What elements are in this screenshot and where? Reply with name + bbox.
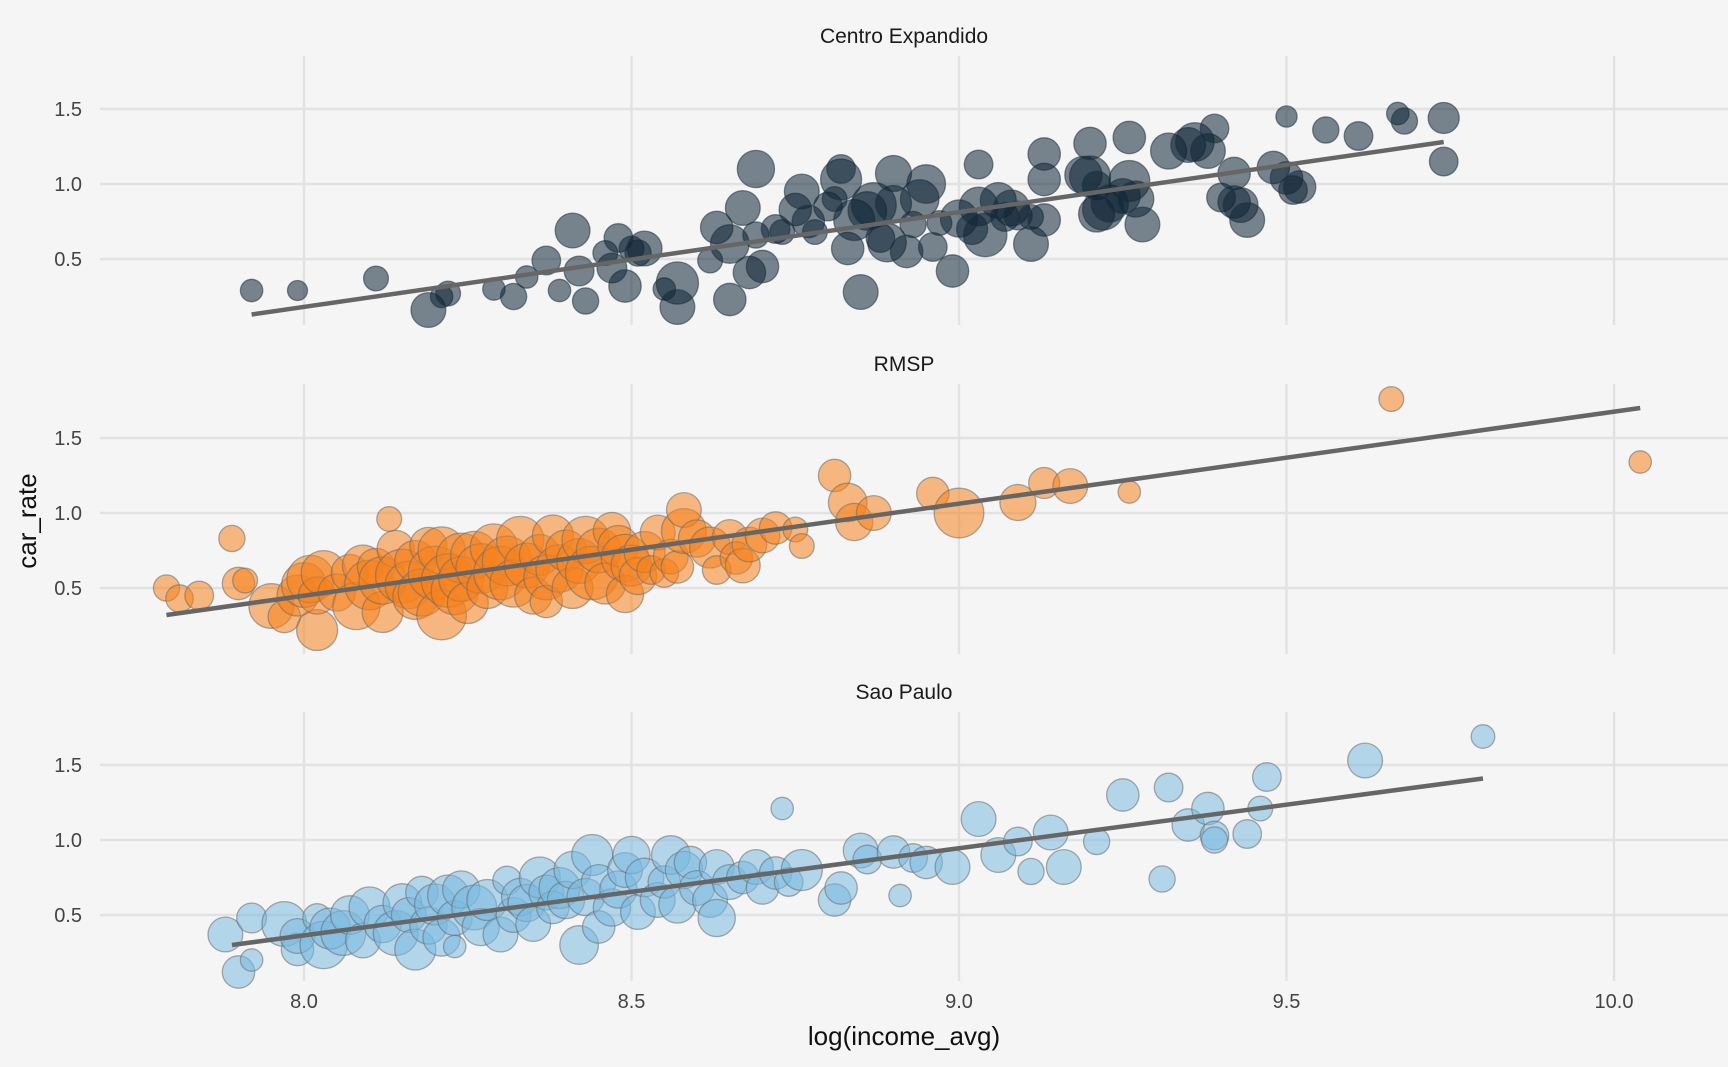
- data-point: [531, 245, 562, 276]
- data-point: [571, 287, 600, 315]
- y-tick-label: 1.5: [54, 755, 82, 777]
- data-point: [788, 532, 815, 560]
- data-point: [563, 255, 595, 287]
- data-point: [362, 265, 390, 292]
- y-tick-label: 0.5: [54, 249, 82, 271]
- data-point: [712, 282, 747, 317]
- data-point: [933, 487, 985, 539]
- data-point: [442, 934, 467, 959]
- data-point: [1124, 206, 1161, 243]
- panel-title: RMSP: [874, 353, 935, 376]
- y-tick-label: 1.5: [54, 99, 82, 121]
- data-point: [1390, 107, 1419, 135]
- panel-title: Sao Paulo: [856, 681, 953, 704]
- data-point: [934, 848, 971, 886]
- data-point: [376, 505, 403, 533]
- data-point: [1282, 170, 1317, 204]
- data-point: [554, 212, 591, 249]
- data-point: [935, 254, 970, 288]
- data-point: [1628, 450, 1653, 474]
- data-point: [1427, 101, 1460, 135]
- regression-line: [251, 139, 1445, 317]
- data-point: [697, 898, 736, 938]
- data-point: [1232, 819, 1263, 849]
- data-point: [184, 580, 215, 611]
- x-tick-label: 9.0: [945, 991, 973, 1013]
- y-tick-label: 1.0: [54, 830, 82, 852]
- data-point: [1153, 772, 1184, 803]
- y-tick-label: 0.5: [54, 905, 82, 927]
- y-tick-label: 1.0: [54, 174, 82, 196]
- data-point: [1229, 201, 1266, 239]
- data-point: [232, 567, 259, 594]
- x-axis-title: log(income_avg): [808, 1021, 1000, 1051]
- data-point: [826, 154, 857, 184]
- data-point: [239, 278, 264, 303]
- x-tick-label: 8.0: [290, 991, 318, 1013]
- data-point: [917, 232, 948, 262]
- data-point: [1343, 121, 1374, 151]
- data-point: [1027, 203, 1062, 237]
- data-point: [842, 273, 879, 311]
- panel-sao-paulo: 0.5 1.0 1.5 Sao Paulo: [54, 681, 1728, 989]
- data-point: [239, 948, 264, 972]
- panel-centro-expandido: 0.5 1.0 1.5 Centro Expandido: [54, 25, 1728, 329]
- data-point: [547, 278, 572, 303]
- data-point: [1027, 137, 1062, 171]
- data-point: [499, 282, 528, 311]
- data-point: [1148, 865, 1176, 893]
- data-point: [1251, 762, 1282, 792]
- data-point: [1073, 126, 1107, 161]
- x-axis-ticks: 8.0 8.5 9.0 9.5 10.0: [290, 991, 1633, 1013]
- x-tick-label: 10.0: [1595, 991, 1634, 1013]
- y-tick-label: 1.5: [54, 428, 82, 450]
- y-tick-label: 1.0: [54, 503, 82, 525]
- data-point: [1191, 791, 1225, 826]
- data-point: [1378, 385, 1405, 413]
- data-point: [659, 288, 696, 326]
- panel-rmsp: 0.5 1.0 1.5 RMSP: [54, 353, 1728, 654]
- data-point: [286, 279, 309, 302]
- data-point: [824, 871, 858, 905]
- data-point: [608, 269, 642, 303]
- data-point: [888, 883, 912, 908]
- data-point: [745, 249, 780, 284]
- data-point: [960, 800, 997, 838]
- data-point: [1347, 742, 1384, 779]
- regression-line: [231, 776, 1484, 948]
- x-tick-label: 8.5: [618, 991, 646, 1013]
- data-point: [1200, 826, 1229, 854]
- panel-title: Centro Expandido: [820, 25, 988, 48]
- data-point: [770, 796, 795, 821]
- data-point: [1117, 480, 1142, 504]
- data-point: [1105, 778, 1140, 812]
- scatter-points: [239, 101, 1460, 329]
- data-point: [1312, 116, 1340, 144]
- data-point: [295, 608, 339, 652]
- data-point: [963, 149, 994, 180]
- data-point: [1470, 724, 1496, 749]
- scatter-points: [152, 385, 1653, 652]
- data-point: [1275, 105, 1298, 128]
- data-point: [1112, 120, 1147, 155]
- data-point: [1428, 146, 1459, 177]
- data-point: [1045, 848, 1082, 886]
- regression-line: [166, 405, 1641, 618]
- data-point: [218, 524, 246, 553]
- data-point: [724, 189, 761, 227]
- data-point: [906, 164, 947, 204]
- y-axis-title: car_rate: [12, 473, 42, 568]
- y-tick-label: 0.5: [54, 578, 82, 600]
- data-point: [1199, 113, 1230, 144]
- x-tick-label: 9.5: [1273, 991, 1301, 1013]
- data-point: [1017, 857, 1045, 886]
- data-point: [889, 234, 924, 269]
- data-point: [736, 149, 776, 189]
